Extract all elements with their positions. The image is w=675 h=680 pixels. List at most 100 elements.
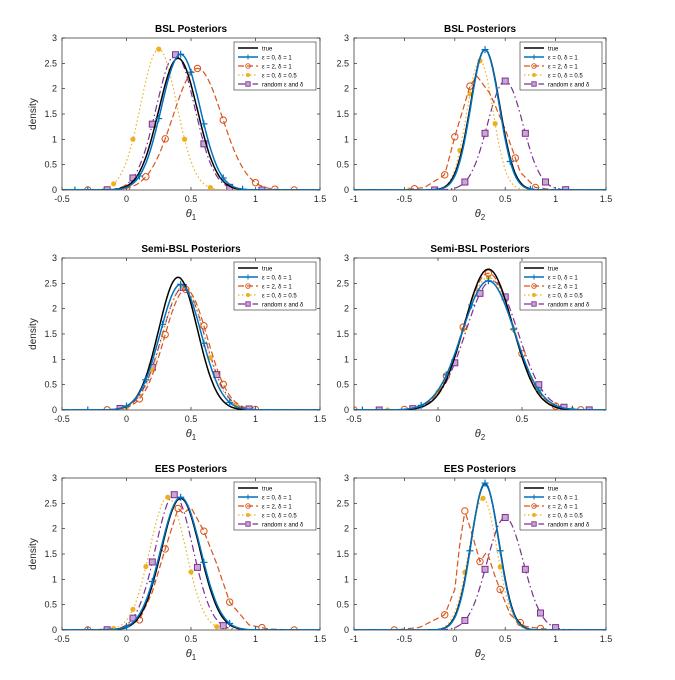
series-marker [165, 494, 171, 500]
series-marker [193, 563, 201, 571]
series-marker [476, 557, 484, 566]
x-axis-label: θ2 [475, 648, 486, 662]
plot-area [354, 268, 606, 410]
y-tick-label: 0.5 [336, 160, 349, 170]
series-line-1 [62, 496, 320, 630]
series-marker [193, 64, 202, 73]
series-marker [497, 564, 503, 570]
series-marker [188, 569, 194, 575]
y-tick-label: 3 [344, 33, 349, 43]
x-axis-label: θ1 [186, 648, 197, 662]
y-tick-label: 1.5 [336, 109, 349, 119]
legend-label: ε = 2, δ = 1 [262, 505, 292, 511]
series-marker [480, 495, 486, 501]
legend: true ε = 0, δ = 1 ε = 2, δ = 1 ε = 0, δ = 0… [519, 41, 603, 91]
legend-label: random ε and δ [262, 523, 304, 529]
legend-marker [246, 293, 250, 297]
series-marker [214, 624, 220, 630]
series-marker [521, 565, 529, 573]
x-tick-label: 0 [124, 634, 129, 644]
series-marker [239, 185, 247, 190]
series-marker [200, 527, 208, 535]
y-tick-label: 2.5 [336, 58, 349, 68]
plot-area [354, 46, 606, 190]
plot-area [62, 491, 320, 630]
chart-title: EES Posteriors [444, 464, 517, 475]
series-line-2 [354, 75, 606, 190]
series-marker [219, 622, 227, 630]
x-tick-label: 1 [253, 194, 258, 204]
legend-label: ε = 0, δ = 0.5 [548, 294, 583, 300]
y-tick-label: 1 [52, 574, 57, 584]
y-tick-label: 1 [52, 134, 57, 144]
legend-label: ε = 0, δ = 1 [262, 496, 292, 502]
series-marker [130, 606, 136, 612]
legend-label: true [548, 267, 559, 273]
series-marker [461, 616, 469, 624]
legend-marker [245, 494, 251, 500]
x-tick-label: 0.5 [185, 634, 198, 644]
x-tick-label: 1.5 [314, 194, 327, 204]
series-marker [156, 46, 162, 52]
x-tick-label: 0.5 [499, 194, 512, 204]
series-marker [481, 46, 489, 54]
y-tick-label: 0 [52, 185, 57, 195]
legend-label: random ε and δ [262, 303, 304, 309]
series-marker [451, 133, 459, 141]
legend-marker [532, 513, 536, 517]
series-marker [496, 547, 504, 555]
series-marker [492, 121, 498, 127]
series-marker [181, 136, 188, 142]
series-marker [161, 135, 169, 143]
series-marker [200, 120, 208, 128]
x-axis-label: θ2 [475, 428, 486, 442]
legend-label: ε = 2, δ = 1 [548, 505, 578, 511]
legend-label: true [262, 267, 273, 273]
legend: true ε = 0, δ = 1 ε = 2, δ = 1 ε = 0, δ = 0… [233, 481, 317, 531]
legend-label: random ε and δ [548, 523, 590, 529]
legend-marker [531, 54, 537, 60]
y-tick-label: 0.5 [44, 380, 57, 390]
x-tick-label: 1 [253, 414, 258, 424]
series-marker [467, 91, 473, 97]
x-tick-label: 0.5 [499, 634, 512, 644]
series-marker [441, 611, 449, 619]
x-tick-label: 0 [452, 194, 457, 204]
y-tick-label: 0 [52, 405, 57, 415]
x-tick-label: 1 [553, 194, 558, 204]
series-marker [252, 626, 259, 630]
x-axis-label: θ2 [475, 208, 486, 222]
series-marker [466, 547, 474, 555]
legend-label: true [548, 487, 559, 493]
legend-label: random ε and δ [548, 83, 590, 89]
y-tick-label: 2 [52, 524, 57, 534]
series-line-4 [62, 54, 320, 190]
legend-label: true [262, 47, 273, 53]
x-tick-label: 0 [435, 414, 440, 424]
chart-title: Semi-BSL Posteriors [141, 244, 241, 255]
y-tick-label: 2 [344, 84, 349, 94]
series-marker [441, 171, 449, 179]
x-tick-label: 1.5 [314, 414, 327, 424]
y-tick-label: 1 [344, 354, 349, 364]
series-marker [506, 158, 514, 166]
y-tick-label: 0.5 [44, 600, 57, 610]
series-marker [135, 172, 143, 180]
legend-marker [531, 283, 537, 289]
series-marker [410, 185, 419, 190]
y-tick-label: 2 [344, 524, 349, 534]
x-tick-label: -1 [350, 634, 358, 644]
legend-label: ε = 0, δ = 0.5 [262, 294, 297, 300]
plot-area [62, 46, 320, 190]
legend-marker [245, 54, 251, 60]
series-marker [219, 174, 227, 182]
legend-label: ε = 0, δ = 1 [548, 276, 578, 282]
x-tick-label: 1 [553, 634, 558, 644]
series-marker [536, 609, 544, 617]
legend: true ε = 0, δ = 1 ε = 2, δ = 1 ε = 0, δ = 0… [519, 261, 603, 311]
y-tick-label: 1.5 [336, 549, 349, 559]
legend-label: ε = 0, δ = 1 [548, 56, 578, 62]
series-marker [161, 330, 169, 339]
